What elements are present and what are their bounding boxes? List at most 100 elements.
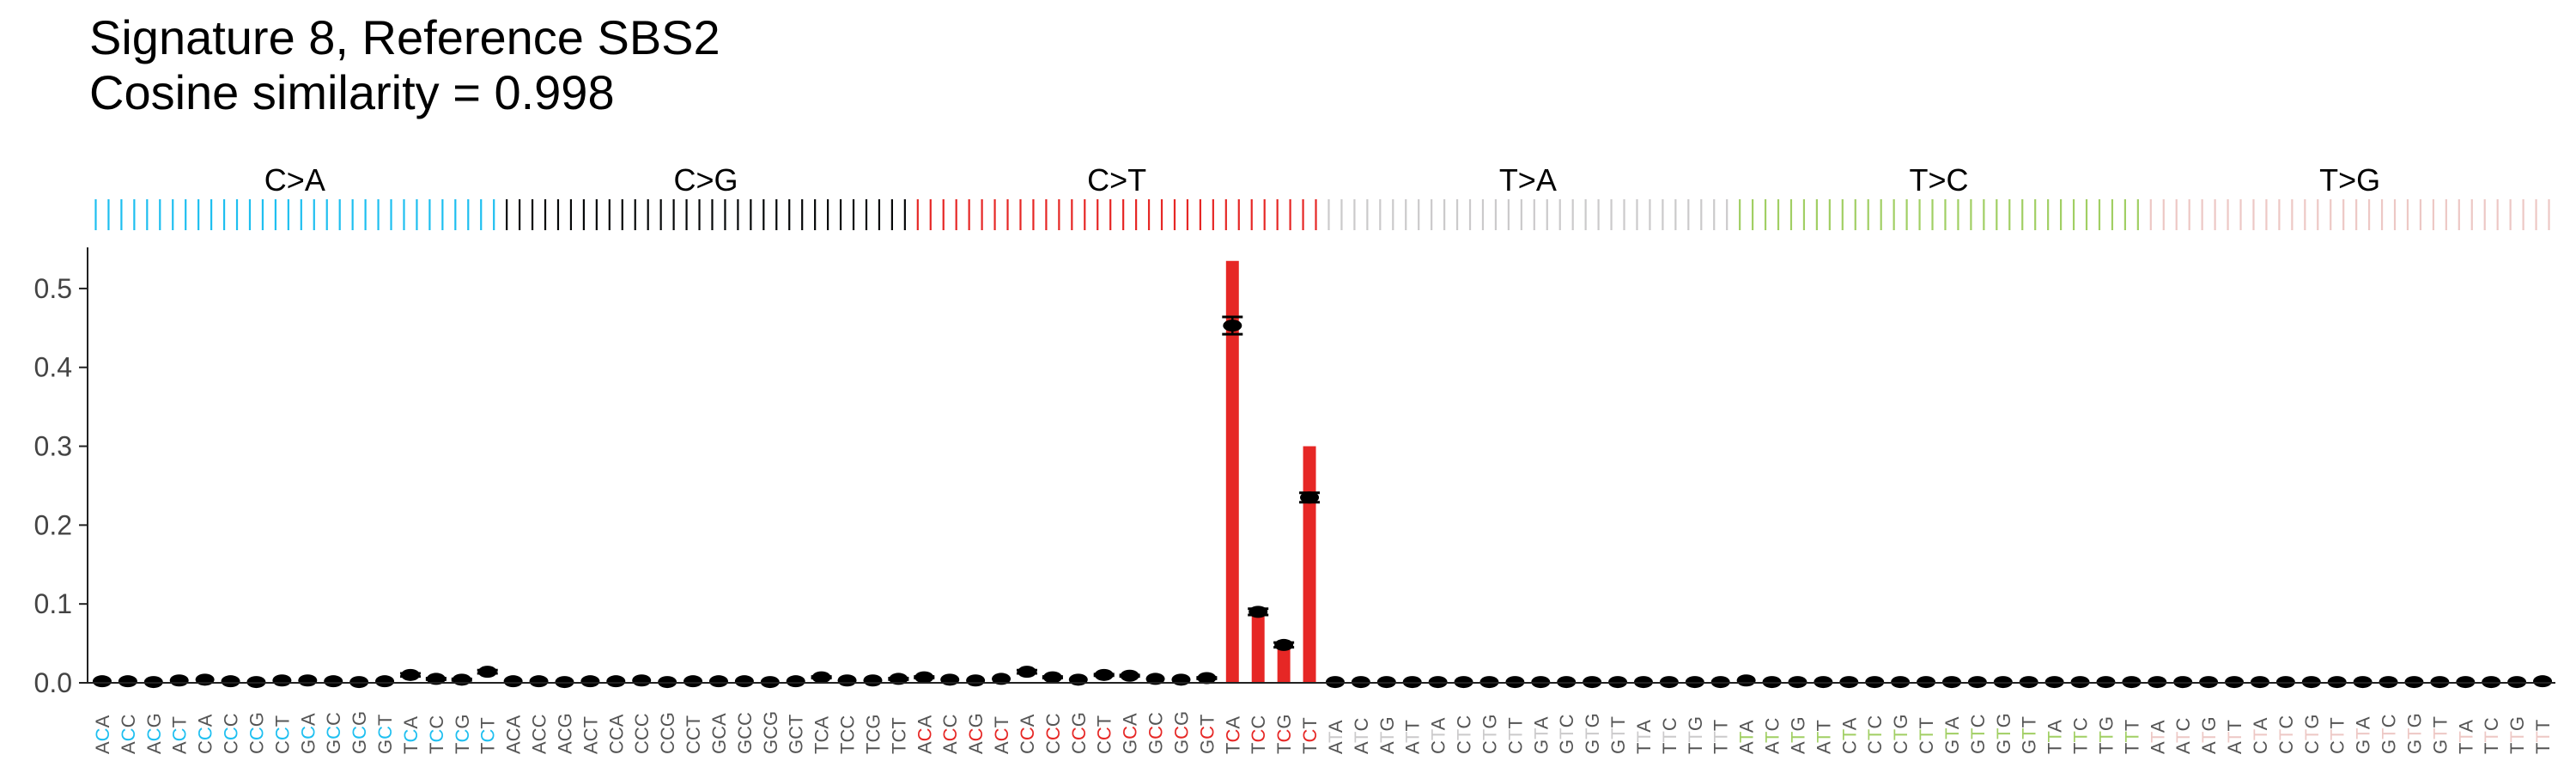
x-tick-label-mutated-base: T — [2532, 731, 2554, 742]
x-tick-label-base: C — [657, 740, 678, 754]
x-tick-label-mutated-base: C — [1170, 726, 1192, 740]
x-tick-label-base: A — [708, 713, 730, 726]
x-tick-label-mutated-base: T — [1402, 732, 1424, 743]
x-tick-label-base: G — [708, 740, 730, 754]
signature-point — [1171, 673, 1191, 686]
signature-point-layer — [92, 315, 2553, 689]
x-tick-label-base: A — [1376, 741, 1398, 754]
x-tick-label: CTG — [1890, 715, 1911, 754]
x-tick-label-mutated-base: C — [349, 726, 370, 740]
x-tick-label-mutated-base: T — [1530, 728, 1552, 740]
x-tick-label-base: A — [1351, 741, 1372, 754]
x-tick-label-mutated-base: C — [991, 727, 1012, 741]
x-tick-label-base: T — [683, 715, 704, 727]
reference-bar — [1225, 260, 1239, 683]
x-tick-label: GCT — [786, 715, 807, 754]
x-tick-label-base: G — [452, 715, 473, 729]
x-tick-label: TCT — [888, 717, 909, 754]
signature-point — [683, 675, 703, 688]
x-tick-label-base: C — [734, 712, 756, 726]
x-tick-label-base: G — [786, 740, 807, 754]
x-tick-label-mutated-base: T — [1556, 727, 1577, 739]
x-tick-label: CCT — [271, 715, 293, 754]
x-tick-label: TTA — [2044, 720, 2066, 754]
x-tick-label-mutated-base: C — [554, 727, 575, 741]
x-tick-label: ATA — [1325, 720, 1346, 754]
signature-point — [298, 674, 318, 687]
x-tick-label-base: T — [2506, 743, 2528, 754]
x-tick-label-base: T — [862, 743, 884, 754]
x-tick-label-mutated-base: C — [631, 727, 653, 740]
x-tick-label-mutated-base: C — [1017, 727, 1038, 740]
x-tick-label: TCG — [1273, 715, 1295, 754]
x-tick-label-mutated-base: C — [374, 726, 396, 740]
x-tick-label-base: A — [1120, 713, 1141, 726]
x-tick-label-base: A — [529, 741, 550, 754]
x-tick-label: CCG — [1068, 712, 1090, 754]
x-tick-label-mutated-base: T — [1864, 729, 1886, 740]
x-tick-label-base: C — [195, 740, 216, 754]
x-tick-label-base: G — [323, 740, 344, 754]
x-tick-label: CTT — [1916, 717, 1937, 754]
x-tick-label: GTT — [2429, 716, 2451, 754]
y-tick-label: 0.5 — [34, 273, 72, 304]
x-tick-label: GTA — [1941, 716, 1963, 754]
signature-point — [863, 674, 883, 687]
x-tick-label-mutated-base: T — [2121, 731, 2142, 742]
x-tick-label-mutated-base: C — [426, 729, 447, 743]
x-tick-label-base: G — [374, 740, 396, 754]
x-tick-label: TCC — [426, 715, 447, 754]
x-tick-label: CCG — [657, 712, 678, 754]
chart-title-block: Signature 8, Reference SBS2 Cosine simil… — [89, 10, 720, 120]
x-tick-label-base: G — [1376, 716, 1398, 731]
x-tick-label: CTT — [2327, 717, 2348, 754]
signature-point — [966, 674, 986, 687]
x-tick-label-mutated-base: T — [2455, 732, 2476, 743]
x-tick-label-base: C — [2379, 714, 2400, 727]
x-tick-label-mutated-base: C — [657, 727, 678, 740]
x-tick-label: TCT — [1299, 717, 1321, 754]
x-tick-label-mutated-base: T — [1428, 729, 1449, 740]
x-tick-label-base: T — [1094, 715, 1115, 727]
x-tick-label-base: G — [143, 713, 165, 727]
x-tick-label-base: C — [1556, 714, 1577, 727]
x-tick-label: GCA — [1120, 713, 1141, 754]
reference-bar — [1251, 612, 1265, 683]
signature-point — [1197, 672, 1217, 685]
x-tick-label-mutated-base: C — [1145, 726, 1167, 740]
x-tick-label-mutated-base: T — [2353, 728, 2374, 740]
x-tick-label-base: T — [1402, 720, 1424, 731]
signature-point — [375, 675, 395, 688]
x-tick-label-base: A — [503, 741, 525, 754]
x-tick-label-base: T — [1685, 743, 1706, 754]
x-tick-label-base: T — [169, 716, 191, 727]
x-tick-label-base: T — [374, 715, 396, 726]
x-tick-label-mutated-base: C — [708, 726, 730, 740]
signature-point — [837, 674, 857, 687]
x-tick-label-base: G — [1993, 713, 2014, 727]
x-tick-label-base: T — [2532, 743, 2554, 754]
signature-point — [1300, 491, 1320, 504]
x-tick-label-mutated-base: T — [1762, 732, 1783, 743]
x-tick-label: TTC — [2481, 717, 2502, 754]
x-tick-label: ACT — [991, 716, 1012, 754]
x-tick-label: GTT — [1607, 716, 1629, 754]
x-tick-label-base: T — [2532, 720, 2554, 731]
x-tick-label-base: T — [477, 743, 499, 754]
signature-point — [2533, 675, 2553, 688]
x-tick-label-base: G — [657, 712, 678, 727]
x-tick-label-layer: ACAACCACGACTCCACCCCCGCCTGCAGCCGCGGCTTCAT… — [92, 711, 2554, 754]
x-tick-label-base: G — [1787, 716, 1808, 731]
x-tick-label-mutated-base: T — [2250, 729, 2271, 740]
x-tick-label: GTT — [2019, 716, 2040, 754]
x-tick-label-base: C — [426, 715, 447, 729]
x-tick-label: ACG — [965, 713, 987, 754]
reference-bar — [1277, 644, 1291, 683]
signature-point — [632, 674, 652, 687]
x-tick-label-mutated-base: C — [221, 727, 242, 740]
x-tick-label: ACC — [529, 714, 550, 754]
signature-point — [786, 675, 805, 688]
x-tick-label: CTC — [1864, 715, 1886, 754]
x-tick-label-base: G — [862, 715, 884, 729]
x-tick-label-mutated-base: T — [1813, 732, 1834, 743]
